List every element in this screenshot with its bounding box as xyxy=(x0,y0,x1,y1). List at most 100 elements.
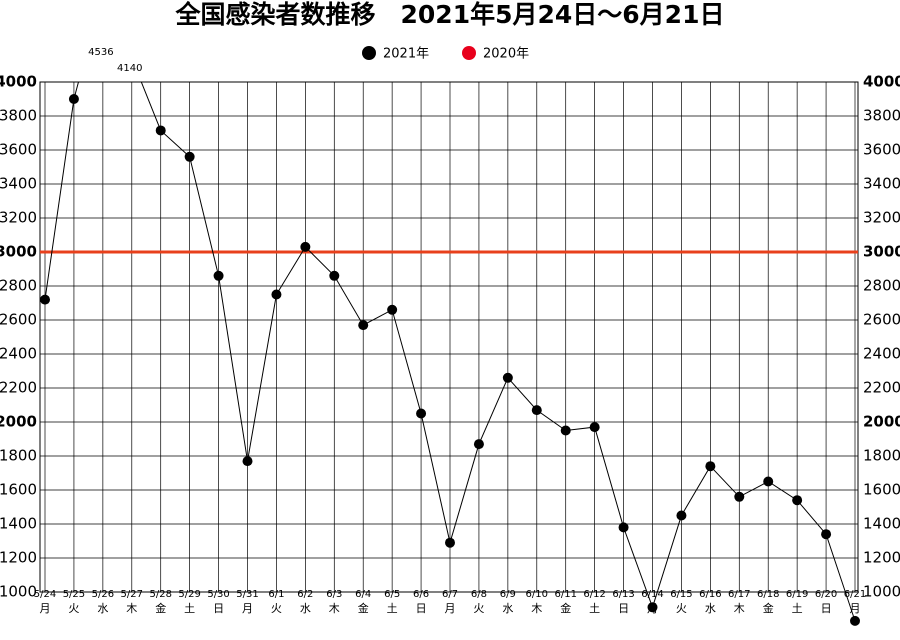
point xyxy=(763,476,774,487)
x-weekday-label: 月 xyxy=(850,602,861,615)
x-weekday-label: 水 xyxy=(97,602,108,615)
x-tick-label: 5/27 xyxy=(121,589,143,600)
x-tick-label: 6/13 xyxy=(612,589,634,600)
point xyxy=(705,461,716,472)
y-tick-label-right: 2800 xyxy=(863,277,900,295)
x-tick-label: 5/25 xyxy=(63,589,85,600)
x-tick-label: 5/28 xyxy=(149,589,171,600)
y-tick-label-right: 3600 xyxy=(863,141,900,159)
point xyxy=(184,151,195,162)
point xyxy=(734,491,745,502)
y-tick-label: 1600 xyxy=(0,481,37,499)
x-tick-label: 6/4 xyxy=(355,589,371,600)
x-tick-label: 5/29 xyxy=(178,589,200,600)
y-tick-label: 4000 xyxy=(0,73,37,91)
y-tick-label-right: 3800 xyxy=(863,107,900,125)
x-weekday-label: 月 xyxy=(40,602,51,615)
x-weekday-label: 金 xyxy=(358,601,369,615)
y-tick-label-right: 1000 xyxy=(863,583,900,601)
x-weekday-label: 水 xyxy=(502,602,513,615)
point xyxy=(589,422,600,433)
point xyxy=(387,304,398,315)
y-tick-label-right: 4000 xyxy=(863,73,900,91)
legend-label: 2021年 xyxy=(383,47,429,62)
y-tick-label-right: 2400 xyxy=(863,345,900,363)
x-weekday-label: 月 xyxy=(445,602,456,615)
point xyxy=(300,241,311,252)
point xyxy=(155,125,166,136)
y-tick-label: 3400 xyxy=(0,175,37,193)
x-tick-label: 5/31 xyxy=(236,589,258,600)
point xyxy=(40,294,50,305)
x-tick-label: 6/16 xyxy=(699,589,721,600)
point xyxy=(618,522,629,533)
value-label: 4140 xyxy=(117,63,142,74)
x-weekday-label: 金 xyxy=(560,601,571,615)
x-weekday-label: 火 xyxy=(473,602,484,615)
x-tick-label: 6/11 xyxy=(554,589,576,600)
point xyxy=(792,495,803,506)
y-tick-label: 3200 xyxy=(0,209,37,227)
x-tick-label: 6/17 xyxy=(728,589,750,600)
x-weekday-label: 木 xyxy=(734,602,745,615)
x-weekday-label: 日 xyxy=(416,602,427,615)
x-tick-label: 6/1 xyxy=(268,589,284,600)
x-tick-label: 6/14 xyxy=(641,589,663,600)
y-tick-label: 2400 xyxy=(0,345,37,363)
y-tick-label-right: 2200 xyxy=(863,379,900,397)
x-weekday-label: 水 xyxy=(300,602,311,615)
point xyxy=(68,94,79,104)
y-tick-label-right: 1400 xyxy=(863,515,900,533)
y-tick-label: 2800 xyxy=(0,277,37,295)
x-weekday-label: 日 xyxy=(618,602,629,615)
y-tick-label: 3600 xyxy=(0,141,37,159)
point xyxy=(502,372,513,383)
y-tick-label: 1200 xyxy=(0,549,37,567)
y-tick-label: 1000 xyxy=(0,583,37,601)
x-tick-label: 6/8 xyxy=(471,589,487,600)
x-tick-label: 6/20 xyxy=(815,589,837,600)
y-tick-label-right: 3200 xyxy=(863,209,900,227)
point xyxy=(560,425,571,436)
point xyxy=(531,405,542,416)
plot-frame xyxy=(39,81,859,593)
value-label: 4536 xyxy=(88,47,113,58)
x-weekday-label: 土 xyxy=(792,602,803,615)
x-weekday-label: 火 xyxy=(271,602,282,615)
x-weekday-label: 木 xyxy=(531,602,542,615)
point xyxy=(358,320,369,331)
y-tick-label-right: 1800 xyxy=(863,447,900,465)
y-tick-label: 2200 xyxy=(0,379,37,397)
x-tick-label: 5/26 xyxy=(92,589,114,600)
y-tick-label-right: 2600 xyxy=(863,311,900,329)
y-tick-label: 3800 xyxy=(0,107,37,125)
legend-label: 2020年 xyxy=(483,47,529,62)
x-weekday-label: 土 xyxy=(387,602,398,615)
y-tick-label-right: 3400 xyxy=(863,175,900,193)
y-tick-label: 2000 xyxy=(0,413,37,431)
x-weekday-label: 日 xyxy=(821,602,832,615)
y-tick-label: 3000 xyxy=(0,243,37,261)
y-tick-label-right: 1200 xyxy=(863,549,900,567)
x-tick-label: 5/30 xyxy=(207,589,229,600)
point xyxy=(676,510,687,521)
point xyxy=(416,408,427,419)
x-tick-label: 6/19 xyxy=(786,589,808,600)
x-weekday-label: 水 xyxy=(705,602,716,615)
y-tick-label: 2600 xyxy=(0,311,37,329)
y-tick-label-right: 2000 xyxy=(863,413,900,431)
x-weekday-label: 金 xyxy=(763,601,774,615)
point xyxy=(473,439,484,450)
point xyxy=(271,289,282,300)
x-tick-label: 5/24 xyxy=(34,589,56,600)
x-weekday-label: 土 xyxy=(184,602,195,615)
point xyxy=(445,537,455,548)
x-weekday-label: 木 xyxy=(329,602,340,615)
x-weekday-label: 木 xyxy=(126,602,137,615)
point xyxy=(242,456,253,467)
x-weekday-label: 月 xyxy=(242,602,253,615)
x-tick-label: 6/15 xyxy=(670,589,692,600)
x-tick-label: 6/5 xyxy=(384,589,400,600)
x-tick-label: 6/6 xyxy=(413,589,429,600)
